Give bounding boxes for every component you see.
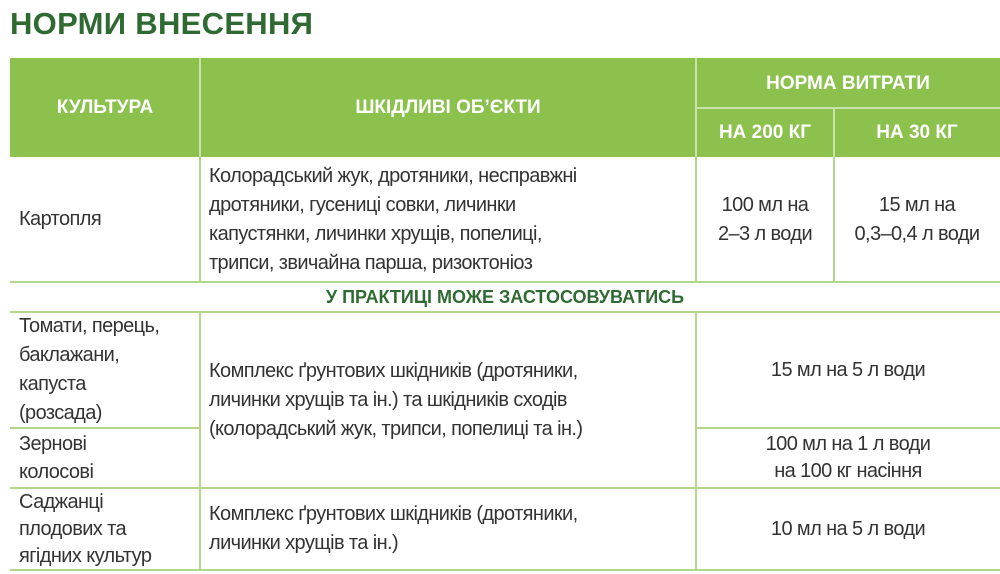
header-norm-30: НА 30 КГ [834,108,1000,157]
text-line: дротяники, гусениці совки, личинки [209,193,516,216]
divider [10,427,200,429]
text-line: 15 мл на [878,193,956,216]
norm-tomato: 15 мл на 5 л води [770,358,926,381]
norm-grain: 100 мл на 1 л води на 100 кг насіння [696,428,1000,488]
text-line: плодових та [19,517,127,540]
text-line: личинки хрущів та ін.) [209,532,399,554]
text-line: на 100 кг насіння [774,460,922,482]
pests-potato: Колорадський жук, дротяники, несправжні … [200,157,696,282]
text-line: Колорадський жук, дротяники, несправжні [209,164,577,187]
text-line: личинки хрущів та ін.) та шкідників сход… [209,388,568,411]
practice-row-heading: У ПРАКТИЦІ МОЖЕ ЗАСТОСОВУВАТИСЬ [325,286,685,307]
text-line: баклажани, [19,344,120,366]
divider [10,487,1000,489]
header-norm-200: НА 200 КГ [696,108,834,157]
text-line: 100 мл на 1 л води [765,433,931,455]
divider [833,157,835,282]
header-pests: ШКІДЛИВІ ОБ’ЄКТИ [200,58,696,157]
divider [10,311,1000,313]
divider [199,157,201,282]
pests-saplings: Комплекс ґрунтових шкідників (дротяники,… [200,488,696,570]
divider [833,108,835,157]
text-line: 0,3–0,4 л води [854,222,980,245]
divider [199,58,201,157]
divider [696,107,1000,109]
divider [10,281,1000,283]
text-line: трипси, звичайна парша, ризоктоніоз [209,251,533,274]
culture-saplings: Саджанці плодових та ягідних культур [10,488,200,570]
text-line: 100 мл на [721,193,809,216]
text-line: Томати, перець, [19,315,160,337]
text-line: капустянки, личинки хрущів, попелиці, [209,222,542,245]
divider [199,312,201,570]
culture-potato: Картопля [19,208,102,230]
text-line: Зернові [19,433,87,455]
header-norm: НОРМА ВИТРАТИ [696,58,1000,108]
text-line: капуста [19,373,86,395]
text-line: Комплекс ґрунтових шкідників (дротяники, [209,359,578,382]
divider [695,312,697,570]
text-line: 2–3 л води [717,222,813,245]
text-line: колосові [19,461,94,483]
culture-grain: Зернові колосові [10,428,200,488]
norm-saplings: 10 мл на 5 л води [770,517,926,540]
header-culture: КУЛЬТУРА [10,58,200,157]
text-line: ягідних культур [19,544,152,567]
divider [696,427,1000,429]
divider [695,157,697,282]
divider [10,569,1000,571]
norm-200-potato: 100 мл на 2–3 л води [696,157,834,282]
text-line: (колорадський жук, трипси, попелиці та і… [209,417,583,440]
page-title: НОРМИ ВНЕСЕННЯ [10,6,314,41]
text-line: Саджанці [19,490,104,513]
text-line: (розсада) [19,402,102,424]
culture-tomato: Томати, перець, баклажани, капуста (розс… [10,312,200,428]
text-line: Комплекс ґрунтових шкідників (дротяники, [209,503,578,525]
pests-shared: Комплекс ґрунтових шкідників (дротяники,… [200,312,696,488]
norm-30-potato: 15 мл на 0,3–0,4 л води [834,157,1000,282]
